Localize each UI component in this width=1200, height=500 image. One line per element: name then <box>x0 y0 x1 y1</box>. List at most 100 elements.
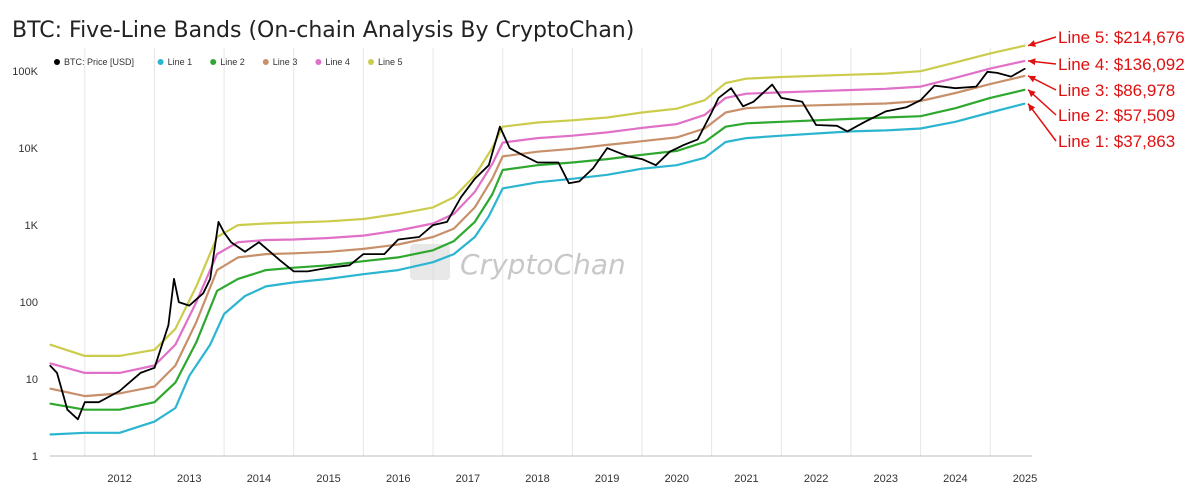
data-point <box>491 178 493 180</box>
data-point <box>571 178 573 180</box>
legend-label: Line 2 <box>220 57 245 67</box>
data-point <box>328 278 330 280</box>
data-point <box>1010 76 1012 78</box>
data-point <box>230 241 232 243</box>
data-point <box>801 101 803 103</box>
chart-title: BTC: Five-Line Bands (On-chain Analysis … <box>12 18 635 43</box>
series-line-2 <box>49 88 1026 411</box>
data-point <box>474 175 476 177</box>
legend-marker <box>157 59 164 65</box>
data-point <box>502 187 504 189</box>
data-point <box>850 74 852 76</box>
data-point <box>704 141 706 143</box>
data-point <box>293 238 295 241</box>
watermark: CryptoChan <box>410 244 626 281</box>
data-point <box>491 147 493 149</box>
data-point <box>383 253 385 255</box>
x-tick-label: 2019 <box>595 473 619 485</box>
data-point <box>499 126 501 128</box>
data-point <box>1024 45 1026 47</box>
data-point <box>920 115 922 117</box>
x-tick-label: 2023 <box>874 473 898 485</box>
x-tick-label: 2016 <box>386 473 410 485</box>
data-point <box>265 285 267 287</box>
legend-marker <box>54 59 60 65</box>
annotation-label: Line 4: $136,092 <box>1058 55 1185 74</box>
data-point <box>362 248 364 250</box>
data-point <box>704 157 706 159</box>
legend-marker <box>262 59 269 65</box>
data-point <box>509 147 511 149</box>
data-point <box>578 180 580 182</box>
data-point <box>153 367 156 369</box>
data-point <box>84 409 86 411</box>
y-tick-label: 100 <box>20 297 38 309</box>
data-point <box>293 281 295 283</box>
data-point <box>1024 103 1026 105</box>
data-point <box>293 252 295 254</box>
data-point <box>780 135 782 137</box>
data-point <box>571 148 573 150</box>
data-point <box>885 102 887 105</box>
data-point <box>502 126 504 128</box>
data-point <box>432 206 434 208</box>
annotation-label: Line 1: $37,863 <box>1058 132 1175 151</box>
arrow-head <box>1028 103 1036 112</box>
data-point <box>119 390 121 392</box>
data-point <box>84 395 86 397</box>
data-point <box>174 328 176 330</box>
data-point <box>725 82 727 84</box>
data-point <box>920 127 922 130</box>
data-point <box>606 158 608 160</box>
data-point <box>780 105 782 107</box>
data-point <box>216 253 218 255</box>
y-tick-label: 100K <box>12 66 38 78</box>
data-point <box>1024 89 1026 91</box>
data-point <box>502 155 504 157</box>
data-point <box>418 236 420 238</box>
x-tick-label: 2020 <box>665 473 689 485</box>
data-point <box>1024 68 1026 70</box>
data-point <box>989 111 991 114</box>
data-point <box>975 86 977 88</box>
data-point <box>523 155 525 157</box>
data-point <box>474 178 476 180</box>
series-line-5 <box>49 44 1026 357</box>
data-point <box>885 88 887 90</box>
data-point <box>432 261 434 263</box>
data-point <box>84 372 86 374</box>
data-point <box>460 196 462 198</box>
data-point <box>725 111 727 114</box>
legend-marker <box>368 59 374 65</box>
data-point <box>780 97 782 99</box>
data-point <box>676 164 678 166</box>
legend-marker <box>210 59 217 65</box>
annotations: Line 5: $214,676 Line 4: $136,092 Line 3: … <box>1027 28 1185 151</box>
data-point <box>606 144 608 146</box>
data-point <box>119 372 121 374</box>
data-point <box>850 103 852 105</box>
x-tick-label: 2017 <box>456 473 480 485</box>
data-point <box>606 174 608 176</box>
data-point <box>237 241 239 243</box>
data-point <box>119 432 121 434</box>
data-point <box>885 129 887 131</box>
data-point <box>676 150 678 152</box>
data-point <box>725 97 727 99</box>
data-point <box>265 239 267 241</box>
data-point <box>742 105 744 107</box>
data-point <box>954 87 957 89</box>
data-point <box>655 164 657 166</box>
data-point <box>536 121 539 124</box>
data-point <box>49 403 51 405</box>
data-point <box>752 101 755 103</box>
data-point <box>557 161 560 164</box>
data-point <box>153 385 156 388</box>
data-point <box>216 290 218 292</box>
data-point <box>265 253 267 255</box>
arrow-head <box>1028 89 1036 98</box>
x-tick-label: 2022 <box>804 473 828 485</box>
annotation-label: Line 5: $214,676 <box>1058 28 1185 47</box>
data-point <box>119 392 121 394</box>
data-point <box>536 137 539 139</box>
